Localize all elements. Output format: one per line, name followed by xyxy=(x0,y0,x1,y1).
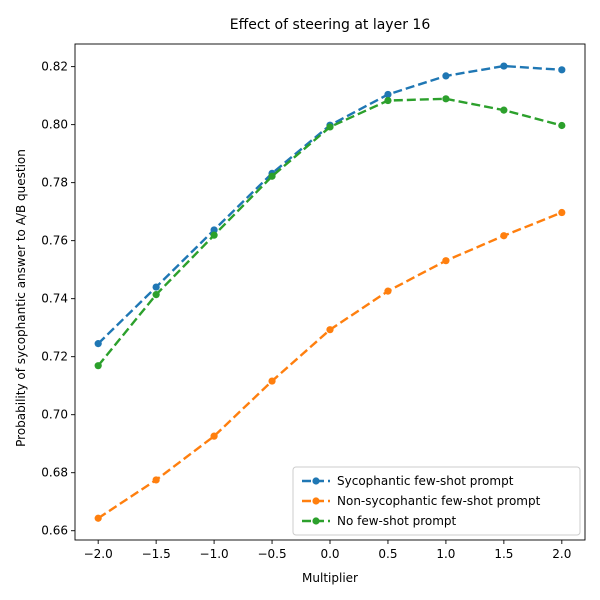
data-point xyxy=(500,232,508,240)
y-tick-label: 0.70 xyxy=(41,408,68,422)
legend-swatch-marker xyxy=(312,477,320,485)
data-point xyxy=(442,95,450,103)
data-point xyxy=(442,72,450,80)
data-point xyxy=(152,283,160,291)
chart-title: Effect of steering at layer 16 xyxy=(230,17,431,33)
x-tick-label: −1.5 xyxy=(142,547,171,561)
data-point xyxy=(268,172,276,180)
data-point xyxy=(268,377,276,385)
x-tick-label: 0.5 xyxy=(378,547,397,561)
data-point xyxy=(94,340,102,348)
x-tick-label: −2.0 xyxy=(84,547,113,561)
data-point xyxy=(558,66,566,74)
legend-item: No few-shot prompt xyxy=(302,514,457,528)
x-axis: −2.0 −1.5 −1.0 −0.5 0.0 0.5 1.0 1.5 2.0 xyxy=(84,540,571,561)
data-point xyxy=(326,326,334,334)
y-tick-label: 0.68 xyxy=(41,466,68,480)
legend-item: Non-sycophantic few-shot prompt xyxy=(302,494,541,508)
legend: Sycophantic few-shot prompt Non-sycophant… xyxy=(292,466,581,536)
y-tick-label: 0.80 xyxy=(41,118,68,132)
data-point xyxy=(558,121,566,130)
axes-frame xyxy=(74,43,586,541)
data-point xyxy=(384,96,392,105)
y-tick-label: 0.72 xyxy=(41,350,68,364)
x-tick-label: 1.0 xyxy=(436,547,455,561)
data-point xyxy=(558,208,566,217)
data-point xyxy=(210,226,218,234)
x-axis-label: Multiplier xyxy=(302,571,358,585)
x-tick-label: 1.5 xyxy=(494,547,513,561)
series-2 xyxy=(94,95,566,370)
data-point xyxy=(152,476,160,484)
series-line xyxy=(97,97,563,367)
x-tick-label: −0.5 xyxy=(257,547,286,561)
data-point xyxy=(442,257,450,265)
data-point xyxy=(326,123,334,131)
y-tick-label: 0.66 xyxy=(41,524,68,538)
data-point xyxy=(384,90,392,99)
legend-label: Non-sycophantic few-shot prompt xyxy=(337,494,541,508)
data-point xyxy=(94,514,102,522)
data-point xyxy=(500,62,508,70)
y-axis-label: Probability of sycophantic answer to A/B… xyxy=(14,149,28,447)
legend-label: No few-shot prompt xyxy=(337,514,457,528)
y-tick-label: 0.76 xyxy=(41,234,68,248)
legend-label: Sycophantic few-shot prompt xyxy=(337,474,514,488)
y-tick-label: 0.74 xyxy=(41,292,68,306)
plot-area xyxy=(74,43,586,541)
legend-swatch-marker xyxy=(312,497,320,505)
data-point xyxy=(210,432,218,440)
legend-item: Sycophantic few-shot prompt xyxy=(302,474,514,488)
series-1 xyxy=(94,208,566,522)
data-point xyxy=(152,291,160,299)
y-tick-label: 0.78 xyxy=(41,176,68,190)
series-layer xyxy=(94,62,566,522)
x-tick-label: −1.0 xyxy=(200,547,229,561)
legend-swatch-marker xyxy=(312,517,320,525)
y-axis: 0.66 0.68 0.70 0.72 0.74 0.76 0.78 0.80 0.82 xyxy=(41,60,75,538)
data-point xyxy=(210,231,218,239)
data-point xyxy=(94,362,102,370)
legend-frame xyxy=(292,466,581,536)
x-tick-label: 2.0 xyxy=(552,547,571,561)
x-tick-label: 0.0 xyxy=(320,547,339,561)
y-tick-label: 0.82 xyxy=(41,60,68,74)
series-0 xyxy=(94,62,566,348)
data-point xyxy=(500,106,508,114)
data-point xyxy=(384,287,392,295)
